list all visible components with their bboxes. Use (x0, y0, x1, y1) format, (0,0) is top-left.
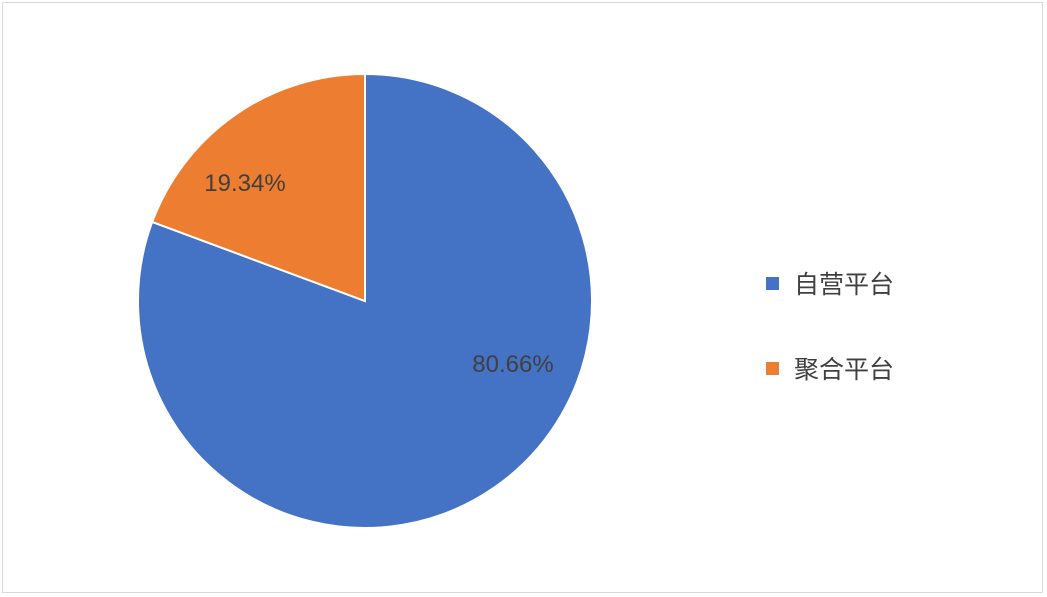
legend-swatch (766, 361, 779, 375)
legend-item-aggregated: 聚合平台 (766, 350, 894, 386)
legend-label: 自营平台 (794, 270, 895, 299)
legend-item-self-operated: 自营平台 (766, 265, 894, 301)
data-label-0: 80.66% (472, 351, 553, 378)
legend-swatch (766, 276, 779, 290)
legend-label: 聚合平台 (794, 355, 895, 384)
data-label-1: 19.34% (204, 170, 285, 197)
pie-slice-1 (150, 72, 366, 303)
